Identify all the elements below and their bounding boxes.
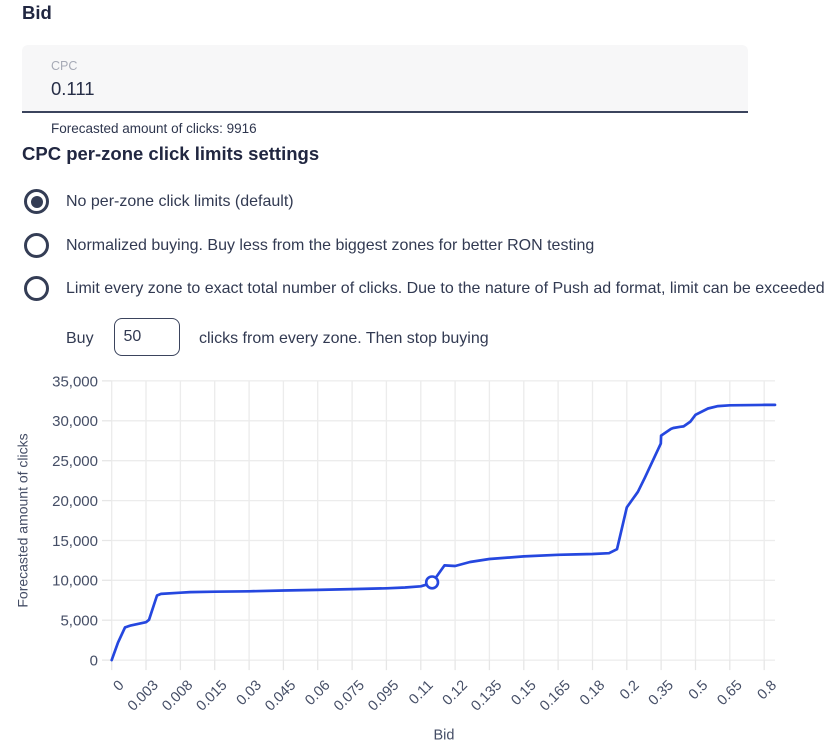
svg-text:35,000: 35,000: [52, 373, 98, 390]
svg-text:0.045: 0.045: [262, 677, 299, 714]
svg-text:25,000: 25,000: [52, 453, 98, 470]
svg-text:0.18: 0.18: [577, 677, 608, 708]
svg-text:0.06: 0.06: [302, 677, 333, 708]
svg-text:0.015: 0.015: [194, 677, 231, 714]
svg-text:0.075: 0.075: [331, 677, 368, 714]
svg-text:30,000: 30,000: [52, 413, 98, 430]
svg-text:0.8: 0.8: [754, 677, 780, 703]
svg-text:5,000: 5,000: [60, 613, 98, 630]
svg-text:0.15: 0.15: [508, 677, 539, 708]
svg-text:0: 0: [90, 653, 98, 670]
svg-text:0.12: 0.12: [440, 677, 471, 708]
svg-text:0.095: 0.095: [365, 677, 402, 714]
svg-text:15,000: 15,000: [52, 533, 98, 550]
svg-text:0.165: 0.165: [537, 677, 574, 714]
svg-text:0.2: 0.2: [617, 677, 643, 703]
svg-text:0.35: 0.35: [646, 677, 677, 708]
svg-text:0.03: 0.03: [234, 677, 265, 708]
svg-text:0: 0: [111, 677, 128, 694]
svg-text:0.135: 0.135: [468, 677, 505, 714]
svg-text:10,000: 10,000: [52, 573, 98, 590]
svg-text:20,000: 20,000: [52, 493, 98, 510]
svg-text:0.5: 0.5: [686, 677, 712, 703]
svg-text:Forecasted amount of clicks: Forecasted amount of clicks: [15, 433, 31, 607]
svg-text:0.65: 0.65: [714, 677, 745, 708]
svg-text:0.003: 0.003: [125, 677, 162, 714]
svg-text:0.11: 0.11: [406, 677, 437, 708]
svg-text:Bid: Bid: [434, 728, 455, 744]
svg-text:0.008: 0.008: [159, 677, 196, 714]
